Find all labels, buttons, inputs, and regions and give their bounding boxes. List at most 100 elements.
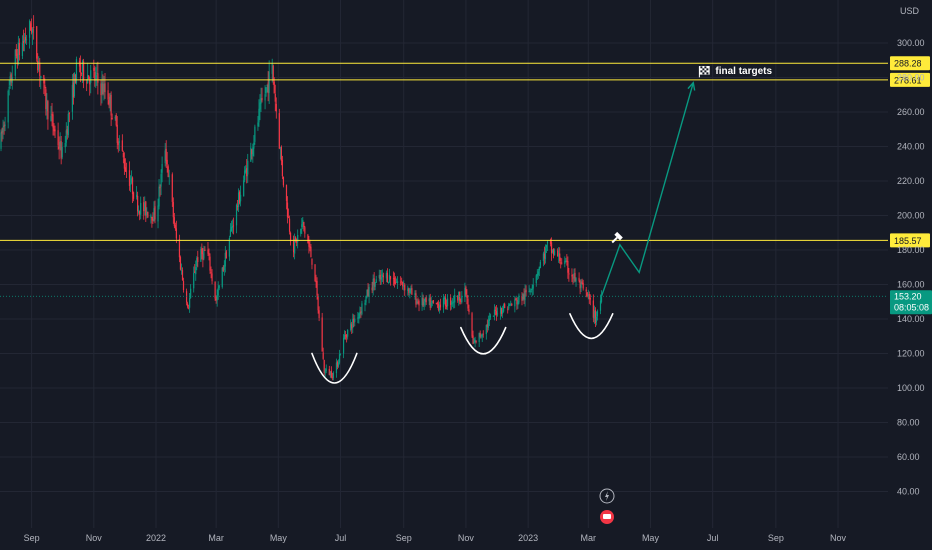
candle-body [516, 299, 518, 305]
candle-body [375, 279, 377, 283]
candle-body [401, 280, 403, 282]
earnings-glyph [603, 514, 611, 519]
candle-body [180, 269, 183, 271]
candle-body [108, 100, 110, 106]
candle-body [507, 308, 509, 310]
candle-body [365, 295, 367, 303]
candle-body [93, 67, 95, 71]
candle-body [352, 319, 354, 329]
candle-body [228, 238, 230, 257]
candle-body [264, 94, 266, 101]
x-tick-label: Jul [335, 533, 347, 543]
candle-body [240, 194, 242, 202]
candle-body [32, 29, 34, 33]
candle-body [67, 113, 69, 136]
candle-body [279, 148, 281, 150]
candle-body [174, 225, 176, 229]
candle-body [47, 101, 49, 120]
candle-body [572, 277, 574, 279]
x-tick-label: Mar [581, 533, 597, 543]
candle-body [103, 83, 105, 92]
candle-body [253, 142, 255, 149]
candle-body [393, 277, 396, 284]
candle-body [208, 252, 210, 256]
candle-body [158, 186, 160, 207]
candle-body [552, 248, 555, 255]
candle-body [595, 316, 598, 322]
candle-body [89, 79, 91, 85]
candle-body [535, 275, 537, 284]
candle-body [339, 354, 342, 356]
candle-body [44, 85, 46, 89]
x-tick-label: Sep [396, 533, 412, 543]
level-label-bg [890, 72, 930, 87]
candle-body [37, 60, 39, 71]
candle-body [218, 285, 220, 289]
candle-body [265, 87, 267, 94]
candle-body [428, 298, 430, 302]
candle-body [28, 20, 31, 38]
candle-body [301, 224, 303, 228]
candle-body [64, 142, 66, 148]
candle-body [573, 273, 575, 279]
candle-body [171, 174, 173, 202]
candle-body [50, 115, 52, 122]
candle-body [1, 131, 3, 134]
level-label: 288.28 [894, 59, 922, 69]
candle-body [111, 117, 113, 120]
candle-body [57, 130, 59, 146]
candle-body [568, 273, 570, 275]
candle-body [185, 291, 188, 303]
candle-body [458, 291, 460, 300]
x-tick-label: Mar [208, 533, 224, 543]
candle-body [417, 302, 419, 304]
candle-body [16, 53, 18, 65]
y-tick-label: 80.00 [897, 418, 920, 428]
candle-body [443, 297, 446, 300]
candle-body [232, 225, 235, 227]
candle-body [154, 206, 156, 220]
candle-body [444, 297, 447, 306]
lightning-bolt-glyph [605, 491, 609, 501]
candle-body [321, 317, 323, 352]
candle-body [122, 152, 124, 158]
candle-body [410, 288, 412, 290]
candle-body [403, 285, 405, 287]
candle-body [515, 298, 517, 300]
candle-body [307, 234, 309, 244]
candle-body [436, 302, 438, 305]
candle-body [379, 274, 381, 280]
candle-body [200, 249, 202, 262]
candle-body [300, 228, 302, 234]
candle-body [287, 216, 290, 218]
candle-body [551, 249, 554, 252]
candle-body [59, 141, 61, 149]
candle-body [164, 150, 166, 164]
candle-body [557, 250, 559, 257]
candle-body [558, 253, 560, 257]
candle-body [587, 295, 589, 297]
candle-body [204, 249, 206, 251]
candle-body [46, 101, 48, 112]
candle-body [252, 147, 254, 156]
candle-body [231, 226, 234, 228]
candle-body [237, 192, 240, 207]
candle-body [528, 290, 530, 292]
candle-body [582, 282, 584, 289]
candle-body [124, 167, 127, 172]
candle-body [579, 280, 581, 289]
candle-body [353, 318, 355, 323]
candle-body [450, 297, 452, 305]
candle-body [102, 83, 104, 95]
candle-body [309, 246, 311, 249]
candle-body [317, 296, 319, 311]
candle-body [243, 180, 245, 197]
y-tick-label: 200.00 [897, 211, 925, 221]
cup-arc-3 [569, 313, 614, 340]
candle-body [194, 271, 196, 273]
candle-body [182, 281, 185, 291]
candle-body [72, 82, 75, 98]
candle-body [272, 65, 274, 82]
candle-body [65, 130, 67, 143]
